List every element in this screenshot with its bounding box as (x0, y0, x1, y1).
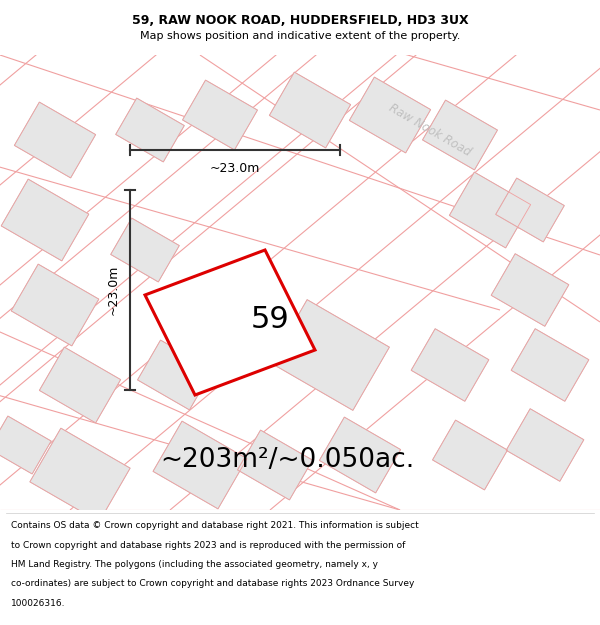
Polygon shape (269, 72, 350, 148)
Polygon shape (145, 250, 315, 395)
Polygon shape (449, 172, 530, 248)
Polygon shape (491, 254, 569, 326)
Text: Map shows position and indicative extent of the property.: Map shows position and indicative extent… (140, 31, 460, 41)
Polygon shape (110, 218, 179, 282)
Polygon shape (511, 329, 589, 401)
Polygon shape (271, 299, 389, 411)
Polygon shape (433, 420, 508, 490)
Polygon shape (238, 430, 313, 500)
Polygon shape (1, 179, 89, 261)
Text: ~23.0m: ~23.0m (210, 162, 260, 175)
Polygon shape (11, 264, 99, 346)
Polygon shape (116, 98, 184, 162)
Polygon shape (349, 77, 431, 153)
Text: Contains OS data © Crown copyright and database right 2021. This information is : Contains OS data © Crown copyright and d… (11, 521, 419, 531)
Text: HM Land Registry. The polygons (including the associated geometry, namely x, y: HM Land Registry. The polygons (includin… (11, 560, 378, 569)
Polygon shape (153, 421, 247, 509)
Polygon shape (319, 417, 401, 493)
Polygon shape (40, 347, 121, 423)
Polygon shape (30, 428, 130, 522)
Text: to Crown copyright and database rights 2023 and is reproduced with the permissio: to Crown copyright and database rights 2… (11, 541, 405, 550)
Text: 59, RAW NOOK ROAD, HUDDERSFIELD, HD3 3UX: 59, RAW NOOK ROAD, HUDDERSFIELD, HD3 3UX (131, 14, 469, 27)
Polygon shape (422, 100, 497, 170)
Text: 59: 59 (251, 306, 289, 334)
Polygon shape (182, 80, 257, 150)
Text: ~23.0m: ~23.0m (107, 265, 120, 315)
Polygon shape (496, 178, 565, 242)
Text: Raw Nook Road: Raw Nook Road (386, 101, 473, 159)
Polygon shape (137, 340, 212, 410)
Polygon shape (411, 329, 489, 401)
Polygon shape (14, 102, 95, 178)
Text: 100026316.: 100026316. (11, 599, 65, 608)
Polygon shape (506, 409, 584, 481)
Text: ~203m²/~0.050ac.: ~203m²/~0.050ac. (160, 447, 414, 473)
Text: co-ordinates) are subject to Crown copyright and database rights 2023 Ordnance S: co-ordinates) are subject to Crown copyr… (11, 579, 414, 589)
Polygon shape (0, 416, 51, 474)
